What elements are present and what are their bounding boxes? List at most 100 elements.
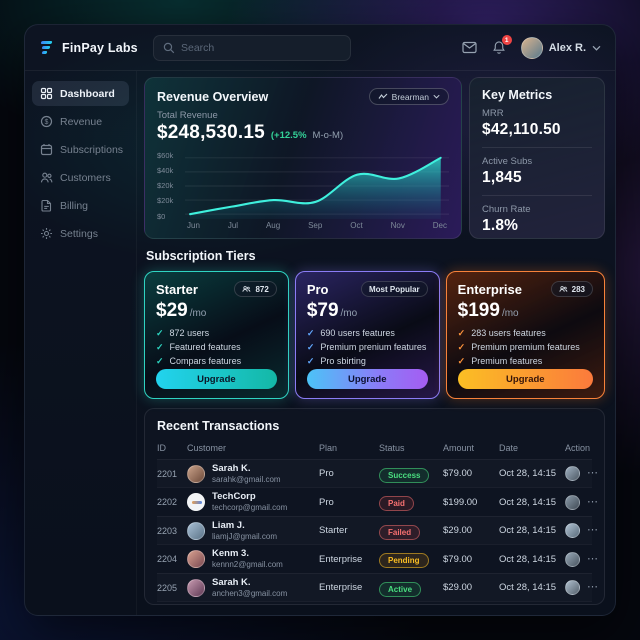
sidebar-item-settings[interactable]: Settings	[32, 221, 129, 246]
more-icon[interactable]: ⋯	[587, 581, 599, 594]
key-metrics-title: Key Metrics	[482, 88, 553, 102]
action-avatar	[565, 494, 580, 510]
enterprise-users-badge: 283	[550, 281, 593, 297]
revenue-delta: (+12.5%	[270, 130, 307, 141]
sidebar-item-customers[interactable]: Customers	[32, 165, 129, 190]
user-menu[interactable]: Alex R.	[520, 36, 601, 59]
action-avatar	[565, 551, 580, 567]
feature-item: ✓ Featured features	[156, 341, 277, 355]
upgrade-button-starter[interactable]: Upgrade	[156, 369, 277, 389]
sidebar: Dashboard $ Revenue Subscriptions Custom…	[25, 71, 137, 615]
sidebar-item-label: Dashboard	[60, 87, 115, 100]
check-icon: ✓	[457, 355, 466, 366]
sparkline-icon	[378, 93, 388, 99]
starter-users-badge: 872	[234, 281, 277, 297]
main-content: Revenue Overview Brearman Total Revenue …	[137, 71, 615, 615]
mail-button[interactable]	[462, 41, 477, 54]
total-revenue-label: Total Revenue	[157, 110, 218, 121]
mail-icon	[462, 41, 477, 54]
metric-active-subs: Active Subs 1,845	[482, 147, 592, 187]
status-badge: Pending	[379, 553, 429, 569]
bell-icon	[492, 41, 505, 54]
gear-icon	[41, 228, 52, 239]
search-bar[interactable]	[153, 34, 351, 61]
brand-name: FinPay Labs	[62, 40, 138, 55]
table-row: 2203 Liam J. liamjJ@gmail.com Starter Fa…	[157, 515, 598, 544]
metric-mrr: MRR $42,110.50	[482, 108, 561, 138]
more-icon[interactable]: ⋯	[587, 552, 599, 565]
status-badge: Paid	[379, 496, 414, 512]
metric-churn-rate: Churn Rate 1.8%	[482, 195, 592, 235]
table-row: 2201 Sarah K. sarahk@gmail.com Pro Succe…	[157, 459, 598, 487]
sidebar-item-label: Billing	[60, 199, 89, 212]
finpay-logo-icon	[37, 39, 55, 57]
user-name: Alex R.	[548, 41, 586, 54]
more-icon[interactable]: ⋯	[587, 467, 599, 480]
revenue-chart-svg	[185, 156, 449, 219]
sidebar-item-label: Customers	[60, 171, 111, 184]
table-row: 2204 Kenm 3. kennn2@gmail.com Enterprise…	[157, 544, 598, 572]
check-icon: ✓	[306, 328, 315, 338]
total-revenue-value: $248,530.15	[157, 122, 265, 143]
customer-avatar	[187, 578, 205, 597]
user-avatar	[520, 36, 543, 59]
notifications-button[interactable]: 1	[492, 35, 512, 55]
brand-logo: FinPay Labs	[37, 39, 143, 57]
search-input[interactable]	[181, 41, 341, 54]
sidebar-item-dashboard[interactable]: Dashboard	[32, 81, 129, 106]
customer-avatar	[187, 493, 205, 512]
users-icon	[40, 172, 53, 183]
chart-range-dropdown[interactable]: Brearman	[368, 88, 449, 105]
customer-avatar	[187, 521, 205, 540]
check-icon: ✓	[306, 355, 315, 366]
feature-item: ✓ 872 users	[156, 327, 277, 341]
dollar-icon: $	[40, 115, 53, 128]
status-badge: Active	[379, 581, 422, 597]
feature-item: ✓ Pro sbirting	[307, 355, 428, 369]
revenue-chart: $60k $40k $20k $20k $0	[157, 151, 449, 230]
upgrade-button-enterprise[interactable]: Upgrade	[457, 369, 593, 389]
sidebar-item-subscriptions[interactable]: Subscriptions	[32, 137, 129, 162]
tier-card-enterprise: Enterprise 283 $199 /mo ✓ 283 users featu…	[445, 271, 605, 399]
status-badge: Success	[379, 467, 430, 483]
feature-item: ✓ 283 users features	[458, 327, 593, 341]
most-popular-badge: Most Popular	[360, 281, 428, 297]
action-avatar	[565, 523, 580, 539]
tier-card-starter: Starter 872 $29 /mo ✓ 872 users ✓ Featured…	[144, 271, 289, 399]
users-icon	[242, 286, 251, 292]
feature-item: ✓ Compars features	[156, 355, 277, 369]
check-icon: ✓	[457, 328, 466, 338]
sidebar-item-revenue[interactable]: $ Revenue	[32, 109, 129, 134]
check-icon: ✓	[306, 341, 315, 352]
customer-avatar	[187, 550, 205, 569]
table-row: 2206 Sarah H. Pro Active $79.00 Oct 28, …	[157, 601, 592, 604]
recent-transactions-card: Recent Transactions ID Customer Plan Sta…	[144, 408, 605, 605]
check-icon: ✓	[457, 341, 466, 352]
feature-item: ✓ Premium features	[458, 355, 593, 369]
more-icon[interactable]: ⋯	[587, 524, 599, 537]
more-icon[interactable]: ⋯	[587, 495, 599, 508]
check-icon: ✓	[156, 328, 164, 338]
notification-badge: 1	[501, 35, 512, 45]
customer-avatar	[187, 464, 205, 483]
sidebar-item-label: Settings	[60, 227, 98, 240]
feature-item: ✓ Premium prenium features	[307, 341, 428, 355]
check-icon: ✓	[156, 341, 164, 352]
sidebar-item-label: Revenue	[60, 115, 103, 128]
tier-card-pro: Pro Most Popular $79 /mo ✓ 690 users feat…	[294, 271, 440, 399]
grid-icon	[40, 87, 53, 100]
users-icon	[559, 286, 567, 292]
revenue-delta-period: M-o-M)	[312, 130, 344, 141]
sidebar-item-billing[interactable]: Billing	[32, 193, 129, 218]
table-row: 2202 TechCorp techcorp@gmail.com Pro Pai…	[157, 487, 598, 515]
feature-item: ✓ 690 users features	[307, 327, 428, 341]
status-badge: Failed	[379, 524, 421, 540]
document-icon	[41, 199, 52, 212]
action-avatar	[565, 466, 580, 482]
chevron-down-icon	[433, 94, 440, 99]
app-window: FinPay Labs 1 Alex R. Dash	[24, 24, 616, 616]
chart-x-axis: Jun Jul Aug Sep Oct Nov Dec	[187, 221, 447, 230]
revenue-card-title: Revenue Overview	[157, 89, 269, 104]
topbar: FinPay Labs 1 Alex R.	[25, 25, 615, 71]
upgrade-button-pro[interactable]: Upgrade	[306, 369, 428, 389]
